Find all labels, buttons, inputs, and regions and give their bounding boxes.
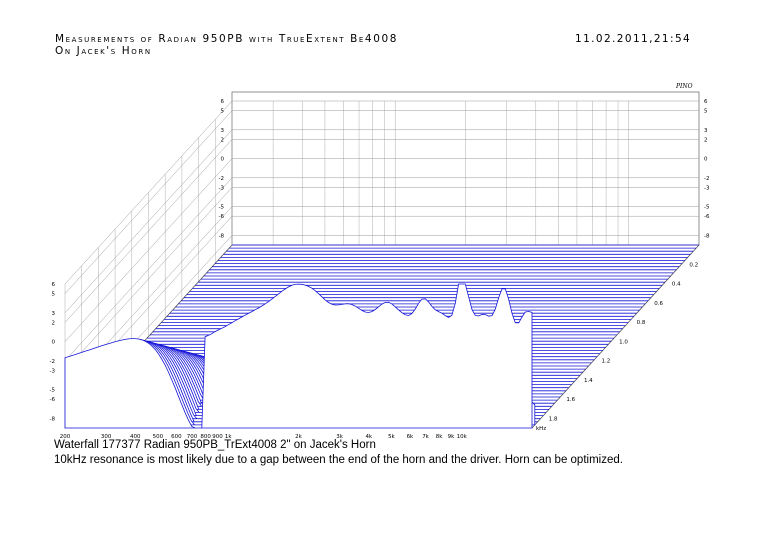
- y-tick-label-right: -3: [704, 185, 710, 191]
- z-tick-label: 1.8: [549, 416, 558, 422]
- x-unit-label: kHz: [536, 426, 546, 432]
- x-tick-label: 4k: [365, 434, 372, 440]
- y-tick-label-back: -6: [219, 214, 225, 220]
- x-tick-label: 300: [101, 434, 112, 440]
- y-tick-label-back: 6: [221, 99, 225, 105]
- caption-title: Waterfall 177377 Radian 950PB_TrExt4008 …: [54, 439, 376, 451]
- z-tick-label: 0.8: [637, 320, 646, 326]
- x-tick-label: 1k: [225, 434, 232, 440]
- x-tick-label: 800: [200, 434, 211, 440]
- y-tick-label: 0: [52, 340, 56, 346]
- y-tick-label-back: 2: [221, 137, 225, 143]
- y-tick-label: -3: [50, 368, 56, 374]
- y-tick-label-right: 2: [704, 137, 708, 143]
- y-tick-label: 3: [52, 311, 56, 317]
- waterfall-slice: [64, 283, 533, 429]
- z-tick-label: 1.6: [566, 397, 575, 403]
- z-tick-label: 1.2: [602, 359, 611, 365]
- tick-labels: 200 300 400 500 600 700 800 900 1k 2k 3k 4k 5k 6k 7k 8k…: [50, 99, 710, 440]
- y-tick-label-right: -6: [704, 214, 710, 220]
- y-tick-label: 6: [52, 282, 56, 288]
- timestamp: 11.02.2011,21:54: [575, 33, 692, 45]
- y-tick-label-back: -2: [219, 176, 224, 182]
- y-tick-label: -5: [50, 388, 56, 394]
- y-tick-label-right: 3: [704, 128, 708, 134]
- z-tick-label: 0.4: [672, 282, 681, 288]
- x-tick-label: 400: [130, 434, 141, 440]
- x-tick-label: 9k: [448, 434, 455, 440]
- y-tick-label: 5: [52, 292, 56, 298]
- x-tick-label: 2k: [295, 434, 302, 440]
- grid: [64, 100, 700, 429]
- z-tick-label: 1.4: [584, 378, 593, 384]
- y-tick-label-right: 0: [704, 157, 708, 163]
- y-tick-label-back: 0: [221, 157, 225, 163]
- slices-group: [64, 244, 699, 429]
- y-tick-label: -6: [50, 397, 56, 403]
- x-tick-label: 8k: [436, 434, 443, 440]
- y-tick-label: -8: [50, 416, 56, 422]
- y-tick-label-back: -3: [219, 185, 225, 191]
- x-tick-label: 3k: [336, 434, 343, 440]
- x-tick-label: 500: [153, 434, 164, 440]
- brand-label: PINO: [675, 83, 693, 90]
- chart-title: Measurements of Radian 950PB with TrueEx…: [55, 33, 399, 45]
- y-tick-label-right: 5: [704, 109, 708, 115]
- z-tick-label: 0.6: [654, 301, 663, 307]
- y-tick-label-right: -5: [704, 205, 710, 211]
- y-tick-label-right: 6: [704, 99, 708, 105]
- axis-z-right: [531, 244, 700, 429]
- chart-subtitle: On Jacek's Horn: [55, 45, 152, 57]
- y-tick-label: -2: [50, 359, 55, 365]
- x-tick-label: 700: [187, 434, 198, 440]
- y-tick-label-right: -2: [704, 176, 709, 182]
- z-tick-label: 1.0: [619, 339, 628, 345]
- y-tick-label-back: 3: [221, 128, 225, 134]
- x-tick-label: 5k: [388, 434, 395, 440]
- x-tick-label: 7k: [422, 434, 429, 440]
- z-tick-label: 0.2: [689, 262, 698, 268]
- x-tick-label: 600: [171, 434, 182, 440]
- caption-note: 10kHz resonance is most likely due to a …: [54, 454, 623, 466]
- y-tick-label-back: 5: [221, 109, 225, 115]
- x-tick-label: 200: [60, 434, 71, 440]
- x-tick-label: 900: [212, 434, 223, 440]
- y-tick-label-back: -5: [219, 205, 225, 211]
- x-tick-label: 10k: [457, 434, 468, 440]
- x-tick-label: 6k: [407, 434, 414, 440]
- y-tick-label-back: -8: [219, 233, 225, 239]
- y-tick-label-right: -8: [704, 233, 710, 239]
- y-tick-label: 2: [52, 320, 56, 326]
